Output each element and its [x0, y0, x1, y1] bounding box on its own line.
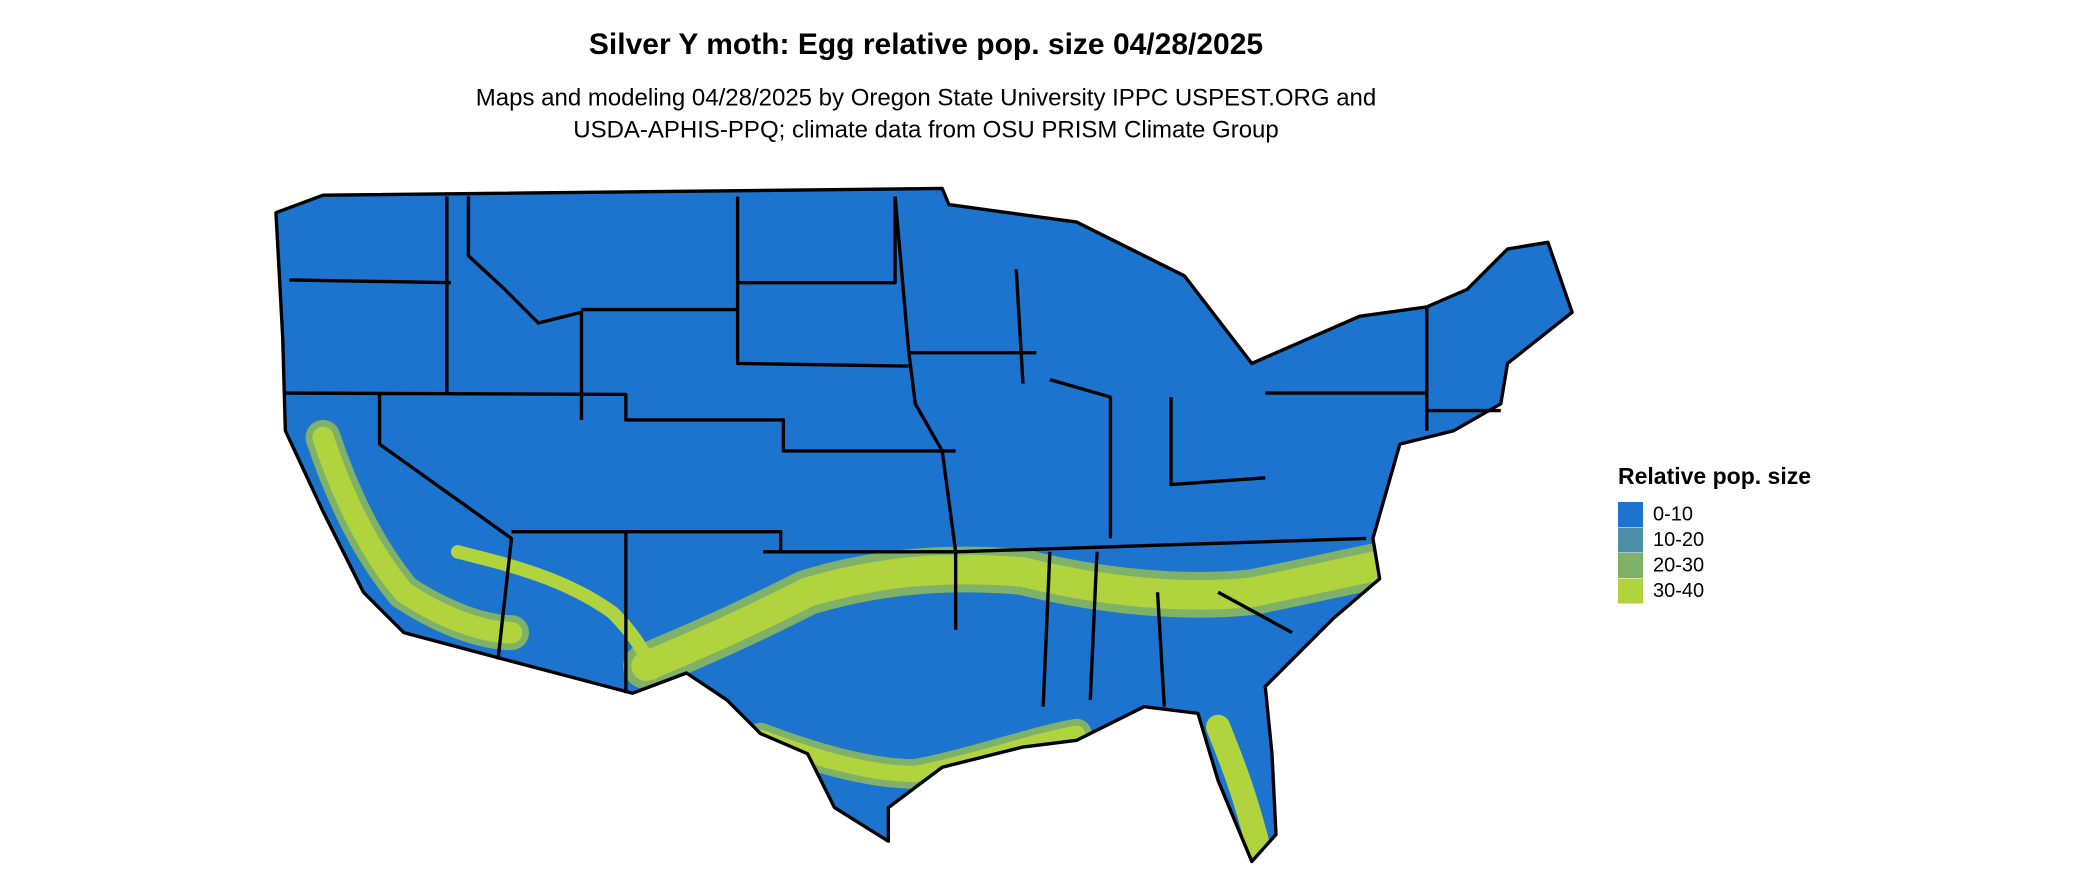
legend-swatch [1618, 578, 1643, 604]
legend-label: 10-20 [1653, 529, 1704, 551]
band [312, 426, 523, 644]
band [631, 550, 1395, 682]
band [450, 545, 660, 680]
map-title: Silver Y moth: Egg relative pop. size 04… [589, 28, 1263, 61]
us-map [274, 186, 1574, 864]
band [752, 725, 1085, 783]
legend-title: Relative pop. size [1618, 463, 1811, 489]
legend-label: 0-10 [1653, 503, 1693, 525]
legend-swatch [1618, 527, 1643, 553]
state-line [285, 196, 1501, 707]
legend-label: 20-30 [1653, 554, 1704, 576]
state-borders [274, 186, 1574, 864]
legend: 0-10 10-20 20-30 30-40 [1618, 502, 1704, 604]
legend-label: 30-40 [1653, 580, 1704, 602]
map-subtitle: USDA-APHIS-PPQ; climate data from OSU PR… [573, 116, 1279, 143]
map-subtitle: Maps and modeling 04/28/2025 by Oregon S… [476, 84, 1376, 111]
risk-bands [305, 419, 1403, 861]
band [1206, 714, 1271, 861]
legend-swatch [1618, 553, 1643, 578]
legend-swatch [1618, 502, 1643, 527]
